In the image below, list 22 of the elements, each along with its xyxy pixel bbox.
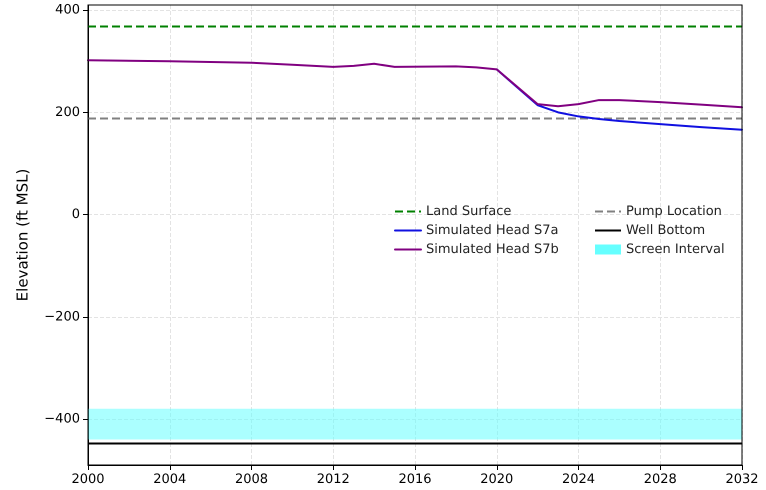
x-tick-label: 2020 [480, 472, 514, 487]
x-tick-label: 2032 [725, 472, 759, 487]
y-tick-label: 0 [72, 207, 80, 222]
legend-label: Pump Location [626, 204, 722, 219]
y-tick-label: −200 [44, 309, 80, 324]
x-tick-label: 2028 [644, 472, 677, 487]
x-tick-label: 2024 [562, 472, 596, 487]
line-series [87, 59, 743, 108]
x-tick-label: 2012 [316, 472, 350, 487]
legend-label: Well Bottom [626, 223, 706, 238]
y-axis-title: Elevation (ft MSL) [14, 168, 32, 302]
y-tick-label: 200 [55, 104, 80, 120]
x-tick-label: 2000 [71, 472, 105, 487]
y-tick-label: 400 [55, 2, 80, 18]
x-tick-label: 2008 [234, 472, 268, 487]
legend-label: Simulated Head S7b [426, 242, 559, 257]
legend-label: Land Surface [426, 204, 512, 219]
legend-label: Simulated Head S7a [426, 223, 558, 238]
x-tick-label: 2004 [153, 472, 186, 487]
legend-label: Screen Interval [626, 242, 725, 257]
y-tick-label: −400 [44, 412, 80, 426]
x-tick-label: 2016 [398, 472, 432, 487]
